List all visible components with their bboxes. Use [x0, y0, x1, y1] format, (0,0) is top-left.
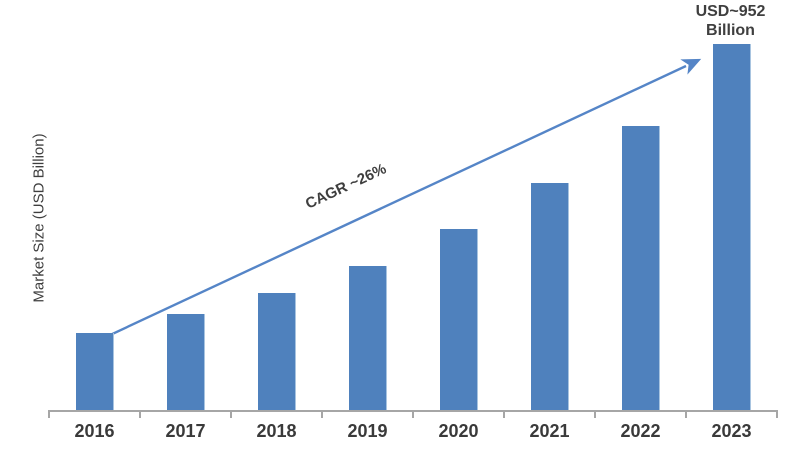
- x-tick-label-2022: 2022: [620, 421, 661, 441]
- x-axis-tick: [321, 410, 323, 418]
- x-axis-tick: [685, 410, 687, 418]
- x-tick-label-2018: 2018: [256, 421, 297, 441]
- peak-value-annotation: USD~952 Billion: [695, 3, 766, 39]
- x-tick-label-2021: 2021: [529, 421, 570, 441]
- x-tick-label-2016: 2016: [74, 421, 115, 441]
- x-axis-tick: [230, 410, 232, 418]
- bar-2020: [440, 229, 478, 410]
- x-tick-label-2019: 2019: [347, 421, 388, 441]
- bar-2023: [713, 44, 751, 410]
- bar-2018: [258, 292, 296, 410]
- x-tick-label-2023: 2023: [711, 421, 752, 441]
- bar-2017: [167, 313, 205, 410]
- x-axis-tick: [48, 410, 50, 418]
- x-axis-tick: [776, 410, 778, 418]
- bar-2019: [349, 265, 387, 410]
- x-tick-label-2020: 2020: [438, 421, 479, 441]
- x-tick-label-2017: 2017: [165, 421, 206, 441]
- x-axis-tick: [503, 410, 505, 418]
- bar-2021: [531, 183, 569, 410]
- bar-2022: [622, 125, 660, 410]
- bar-2016: [76, 333, 114, 410]
- x-axis-tick: [594, 410, 596, 418]
- x-axis-tick: [412, 410, 414, 418]
- x-axis-tick: [139, 410, 141, 418]
